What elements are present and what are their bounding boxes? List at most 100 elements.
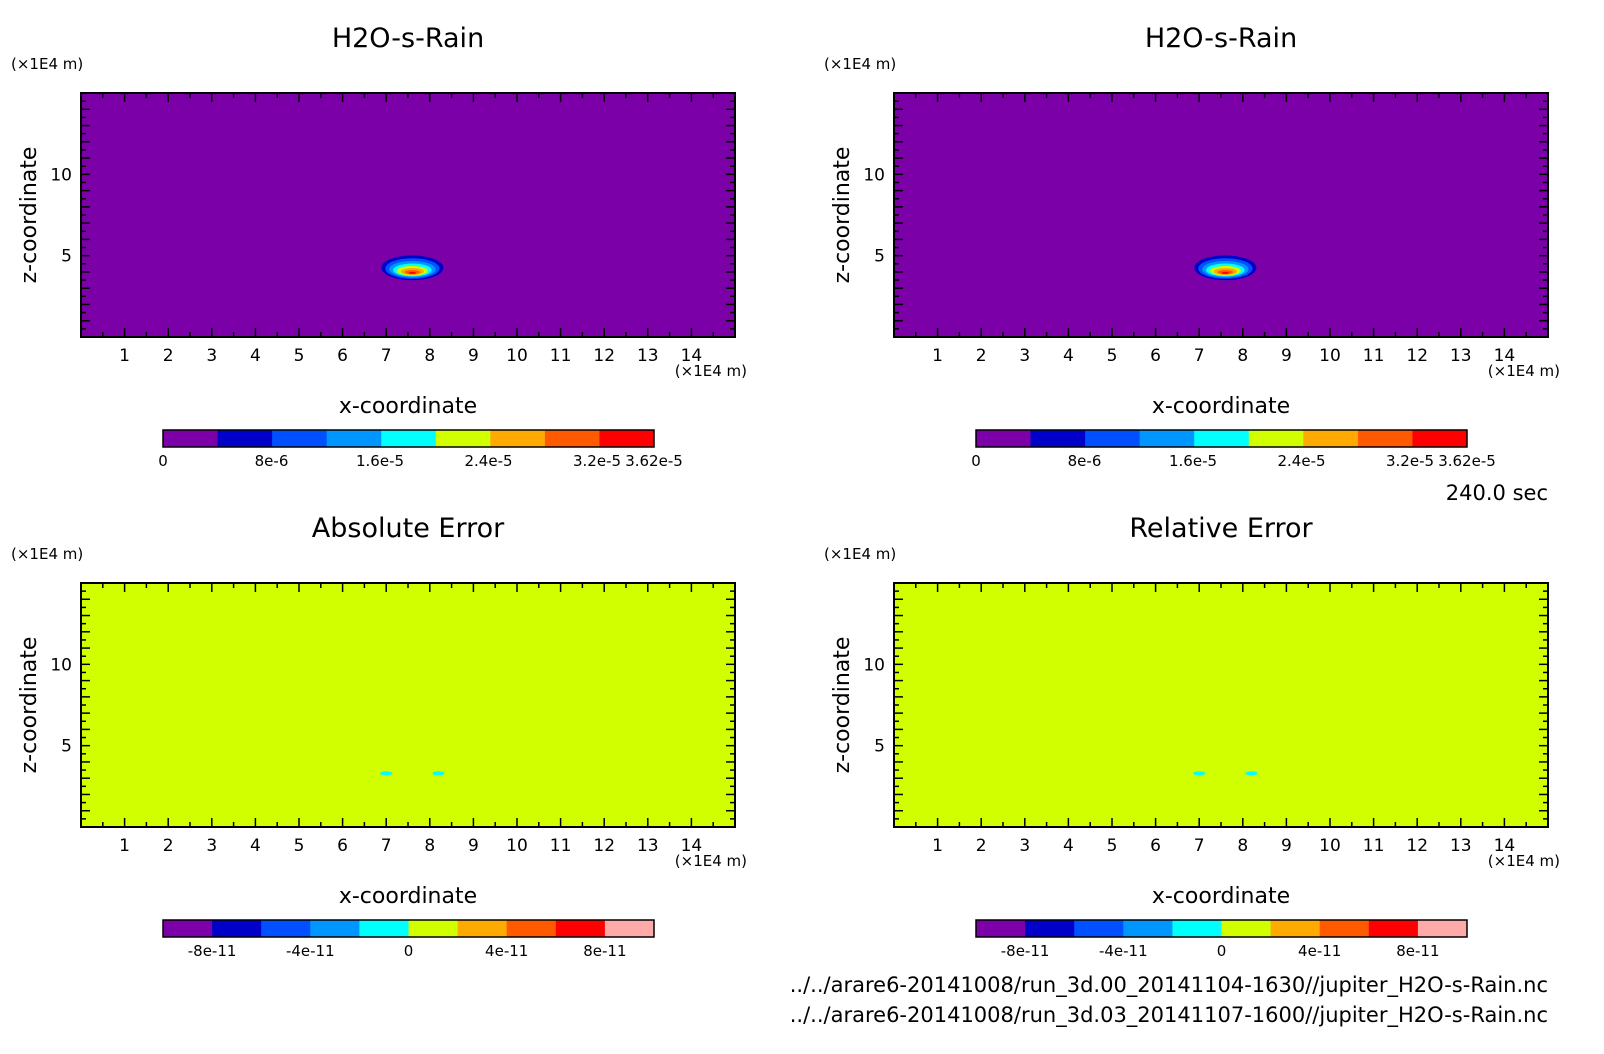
x-tick-label: 3 xyxy=(206,346,217,366)
y-axis: 5 10 xyxy=(863,590,1548,820)
y-unit-label: (×1E4 m) xyxy=(11,545,83,563)
colorbar-segment-2 xyxy=(1085,430,1141,447)
colorbar-tick-label: 4e-11 xyxy=(485,942,528,960)
x-tick-label: 14 xyxy=(1494,346,1516,366)
x-unit-label: (×1E4 m) xyxy=(675,362,747,380)
y-axis-label: z-coordinate xyxy=(17,147,42,284)
colorbar-frame xyxy=(975,919,1468,938)
x-unit-label: (×1E4 m) xyxy=(675,852,747,870)
x-tick-label: 9 xyxy=(1281,346,1292,366)
x-tick-label: 14 xyxy=(681,836,703,856)
x-tick-label: 12 xyxy=(593,346,615,366)
x-axis: 1 2 3 4 5 6 7 8 9 10 11 12 13 14 xyxy=(102,583,714,856)
x-tick-label: 2 xyxy=(163,836,174,856)
x-tick-label: 4 xyxy=(250,346,261,366)
colorbar-segment-9 xyxy=(1417,920,1468,937)
colorbar-segment-8 xyxy=(1412,430,1468,447)
colorbar-tick-label: 0 xyxy=(404,942,414,960)
colorbar: 0 8e-6 1.6e-5 2.4e-5 3.2e-5 3.62e-5 xyxy=(158,429,683,470)
colorbar-tick-label: -4e-11 xyxy=(1099,942,1148,960)
colorbar-segment-0 xyxy=(976,920,1026,937)
x-tick-label: 8 xyxy=(1237,836,1248,856)
x-tick-label: 10 xyxy=(1319,836,1341,856)
colorbar-segment-3 xyxy=(326,430,382,447)
x-tick-label: 8 xyxy=(424,836,435,856)
y-tick-label: 10 xyxy=(50,655,72,675)
colorbar-tick-label: 8e-6 xyxy=(255,452,289,470)
x-tick-label: 6 xyxy=(337,346,348,366)
panel-rel-error: Relative Error(×1E4 m)(×1E4 m)1 2 3 4 5 6 7 8 9 1… xyxy=(824,513,1560,960)
x-axis: 1 2 3 4 5 6 7 8 9 10 11 12 13 14 xyxy=(102,93,714,366)
x-axis-label: x-coordinate xyxy=(339,394,477,419)
y-unit-label: (×1E4 m) xyxy=(824,545,896,563)
x-tick-label: 5 xyxy=(294,346,305,366)
x-axis: 1 2 3 4 5 6 7 8 9 10 11 12 13 14 xyxy=(915,93,1527,366)
y-unit-label: (×1E4 m) xyxy=(11,55,83,73)
colorbar-segment-2 xyxy=(261,920,311,937)
colorbar-segment-6 xyxy=(490,430,546,447)
colorbar-tick-label: 3.62e-5 xyxy=(1438,452,1496,470)
x-tick-label: 12 xyxy=(1406,836,1428,856)
colorbar-tick-label: 0 xyxy=(158,452,168,470)
x-tick-label: 11 xyxy=(550,346,572,366)
heatmap-blob xyxy=(1190,252,1261,282)
colorbar-segment-1 xyxy=(217,430,273,447)
colorbar-segment-0 xyxy=(163,920,213,937)
colorbar-segment-6 xyxy=(457,920,508,937)
x-tick-label: 1 xyxy=(119,836,130,856)
colorbar-tick-label: 2.4e-5 xyxy=(465,452,513,470)
colorbar-tick-label: 3.2e-5 xyxy=(573,452,621,470)
panel-abs-error: Absolute Error(×1E4 m)(×1E4 m)1 2 3 4 5 6 7 8 9 1… xyxy=(11,513,747,960)
colorbar-segment-5 xyxy=(1248,430,1304,447)
time-label: 240.0 sec xyxy=(1446,481,1548,505)
y-tick-label: 5 xyxy=(874,737,885,757)
x-tick-label: 11 xyxy=(550,836,572,856)
colorbar-tick-label: 0 xyxy=(971,452,981,470)
x-tick-label: 4 xyxy=(1063,836,1074,856)
x-unit-label: (×1E4 m) xyxy=(1488,852,1560,870)
colorbar-tick-label: 8e-11 xyxy=(1396,942,1439,960)
x-tick-label: 11 xyxy=(1363,346,1385,366)
colorbar-frame xyxy=(162,429,655,448)
colorbar-frame xyxy=(162,919,655,938)
colorbar-segment-3 xyxy=(310,920,360,937)
x-tick-label: 6 xyxy=(1150,836,1161,856)
y-tick-label: 10 xyxy=(50,165,72,185)
x-tick-label: 3 xyxy=(206,836,217,856)
x-tick-label: 13 xyxy=(637,836,659,856)
x-axis-label: x-coordinate xyxy=(1152,884,1290,909)
x-tick-label: 10 xyxy=(1319,346,1341,366)
error-speck-0 xyxy=(1193,771,1206,776)
colorbar-segment-0 xyxy=(163,430,219,447)
colorbar-segment-2 xyxy=(1074,920,1124,937)
x-tick-label: 2 xyxy=(976,346,987,366)
y-tick-label: 5 xyxy=(874,247,885,267)
colorbar: -8e-11 -4e-11 0 4e-11 8e-11 xyxy=(162,919,655,960)
heatmap-field xyxy=(81,93,735,337)
chart-title: H2O-s-Rain xyxy=(332,23,484,54)
y-tick-label: 5 xyxy=(61,737,72,757)
y-tick-label: 10 xyxy=(863,655,885,675)
panel-h2o-1: H2O-s-Rain(×1E4 m)(×1E4 m)1 2 3 4 5 6 7 8 9 10 11 1… xyxy=(11,23,747,470)
colorbar-segment-4 xyxy=(1194,430,1250,447)
colorbar-segment-6 xyxy=(1303,430,1359,447)
colorbar-segment-8 xyxy=(555,920,606,937)
x-tick-label: 14 xyxy=(1494,836,1516,856)
x-tick-label: 10 xyxy=(506,836,528,856)
x-tick-label: 12 xyxy=(1406,346,1428,366)
x-tick-label: 13 xyxy=(1450,836,1472,856)
colorbar-segment-6 xyxy=(1270,920,1321,937)
x-tick-label: 9 xyxy=(468,346,479,366)
y-axis: 5 10 xyxy=(50,590,735,820)
x-tick-label: 3 xyxy=(1019,346,1030,366)
error-speck-1 xyxy=(1245,771,1258,776)
file-path-1: ../../arare6-20141008/run_3d.00_20141104… xyxy=(790,973,1548,998)
heatmap-field xyxy=(81,583,735,827)
colorbar-segment-8 xyxy=(1368,920,1419,937)
y-tick-label: 10 xyxy=(863,165,885,185)
colorbar-segment-7 xyxy=(1319,920,1370,937)
x-tick-label: 4 xyxy=(250,836,261,856)
x-tick-label: 3 xyxy=(1019,836,1030,856)
x-tick-label: 5 xyxy=(1107,836,1118,856)
x-tick-label: 13 xyxy=(637,346,659,366)
